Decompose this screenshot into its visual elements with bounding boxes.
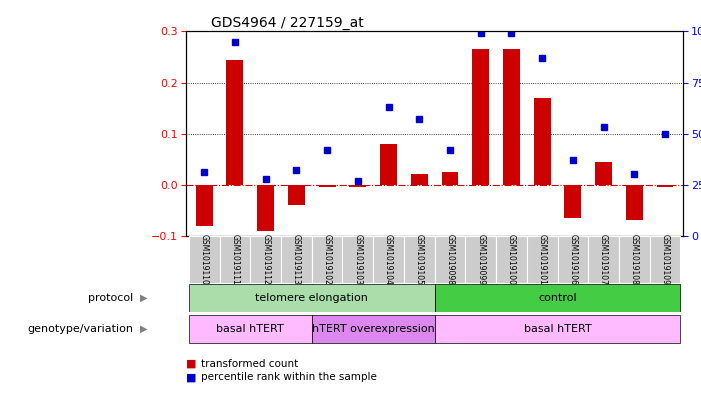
Text: GSM1019108: GSM1019108 xyxy=(629,234,639,285)
Text: GSM1019101: GSM1019101 xyxy=(538,234,547,285)
Bar xyxy=(411,174,428,185)
Bar xyxy=(465,236,496,283)
Bar xyxy=(619,236,650,283)
Text: GSM1019098: GSM1019098 xyxy=(445,234,454,285)
Bar xyxy=(288,185,305,205)
Bar xyxy=(250,236,281,283)
Bar xyxy=(564,185,581,218)
Text: GSM1019112: GSM1019112 xyxy=(261,234,270,285)
Text: ▶: ▶ xyxy=(140,324,148,334)
Text: GSM1019102: GSM1019102 xyxy=(322,234,332,285)
Bar xyxy=(588,236,619,283)
Bar xyxy=(472,49,489,185)
Bar xyxy=(257,185,274,231)
Bar xyxy=(533,98,550,185)
Text: ▶: ▶ xyxy=(140,292,148,303)
Bar xyxy=(496,236,526,283)
Text: GSM1019106: GSM1019106 xyxy=(569,234,578,285)
Bar xyxy=(189,236,219,283)
Bar xyxy=(319,185,336,187)
Text: GSM1019109: GSM1019109 xyxy=(660,234,669,285)
Bar xyxy=(196,185,212,226)
Text: GSM1019110: GSM1019110 xyxy=(200,234,209,285)
Text: control: control xyxy=(538,293,577,303)
Bar xyxy=(380,144,397,185)
Text: GSM1019099: GSM1019099 xyxy=(476,234,485,285)
Bar xyxy=(189,284,435,312)
Bar xyxy=(435,236,465,283)
Text: GSM1019100: GSM1019100 xyxy=(507,234,516,285)
Bar xyxy=(312,236,343,283)
Text: genotype/variation: genotype/variation xyxy=(27,324,133,334)
Text: ■: ■ xyxy=(186,372,196,382)
Bar xyxy=(404,236,435,283)
Bar xyxy=(312,315,435,343)
Text: GDS4964 / 227159_at: GDS4964 / 227159_at xyxy=(211,17,363,30)
Bar xyxy=(626,185,643,220)
Text: basal hTERT: basal hTERT xyxy=(524,324,592,334)
Bar xyxy=(657,185,674,187)
Text: protocol: protocol xyxy=(88,292,133,303)
Bar xyxy=(226,59,243,185)
Text: hTERT overexpression: hTERT overexpression xyxy=(312,324,435,334)
Bar xyxy=(526,236,557,283)
Bar xyxy=(189,315,312,343)
Bar xyxy=(557,236,588,283)
Bar xyxy=(442,172,458,185)
Text: GSM1019111: GSM1019111 xyxy=(231,234,240,285)
Bar xyxy=(343,236,373,283)
Text: percentile rank within the sample: percentile rank within the sample xyxy=(201,372,377,382)
Text: GSM1019103: GSM1019103 xyxy=(353,234,362,285)
Text: basal hTERT: basal hTERT xyxy=(217,324,284,334)
Bar xyxy=(650,236,681,283)
Bar xyxy=(373,236,404,283)
Bar xyxy=(503,49,520,185)
Bar xyxy=(435,284,681,312)
Bar xyxy=(349,185,366,187)
Bar xyxy=(219,236,250,283)
Text: ■: ■ xyxy=(186,358,196,369)
Bar xyxy=(595,162,612,185)
Bar xyxy=(435,315,681,343)
Text: GSM1019107: GSM1019107 xyxy=(599,234,608,285)
Text: GSM1019105: GSM1019105 xyxy=(415,234,424,285)
Text: GSM1019113: GSM1019113 xyxy=(292,234,301,285)
Text: telomere elongation: telomere elongation xyxy=(255,293,368,303)
Text: transformed count: transformed count xyxy=(201,358,299,369)
Bar xyxy=(281,236,312,283)
Text: GSM1019104: GSM1019104 xyxy=(384,234,393,285)
